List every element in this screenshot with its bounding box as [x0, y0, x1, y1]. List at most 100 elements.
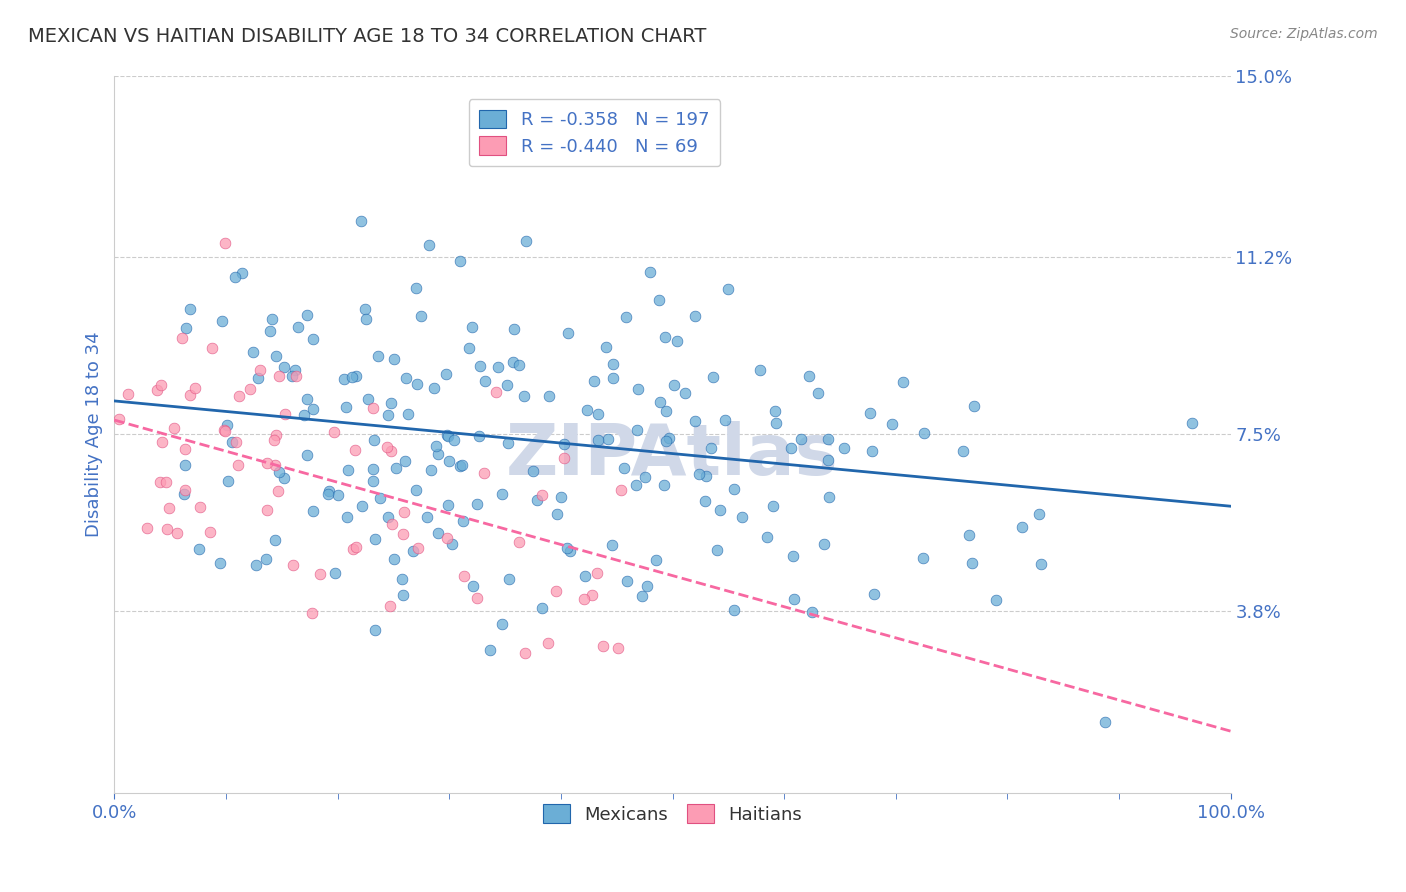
Point	[546, 507, 568, 521]
Point	[395, 371, 418, 385]
Point	[723, 483, 745, 497]
Point	[586, 433, 609, 447]
Point	[436, 429, 458, 443]
Point	[173, 483, 195, 498]
Point	[361, 475, 384, 489]
Text: Source: ZipAtlas.com: Source: ZipAtlas.com	[1230, 27, 1378, 41]
Point	[249, 363, 271, 377]
Point	[434, 368, 457, 382]
Point	[377, 509, 399, 524]
Point	[375, 440, 398, 454]
Point	[380, 444, 402, 458]
Point	[522, 464, 544, 478]
Point	[595, 340, 617, 354]
Point	[537, 389, 560, 403]
Point	[640, 265, 662, 279]
Point	[626, 423, 648, 437]
Point	[344, 540, 367, 554]
Point	[717, 282, 740, 296]
Point	[367, 349, 389, 363]
Point	[491, 617, 513, 632]
Point	[714, 413, 737, 427]
Point	[420, 463, 443, 477]
Point	[425, 439, 447, 453]
Point	[354, 312, 377, 326]
Point	[173, 442, 195, 456]
Point	[654, 434, 676, 449]
Point	[859, 406, 882, 420]
Point	[666, 334, 689, 348]
Point	[322, 425, 344, 440]
Point	[508, 358, 530, 372]
Point	[225, 435, 247, 450]
Point	[211, 314, 233, 328]
Point	[273, 360, 295, 375]
Point	[474, 375, 496, 389]
Point	[269, 466, 291, 480]
Point	[325, 566, 347, 580]
Point	[465, 497, 488, 511]
Point	[748, 363, 770, 377]
Point	[336, 509, 359, 524]
Point	[297, 308, 319, 322]
Point	[582, 374, 605, 388]
Point	[817, 432, 839, 446]
Point	[231, 266, 253, 280]
Point	[731, 509, 754, 524]
Point	[613, 461, 636, 475]
Point	[880, 417, 903, 431]
Point	[350, 499, 373, 513]
Point	[624, 477, 647, 491]
Point	[309, 567, 332, 582]
Point	[263, 433, 285, 447]
Point	[302, 332, 325, 346]
Point	[264, 349, 287, 363]
Point	[418, 238, 440, 252]
Point	[301, 607, 323, 621]
Point	[267, 368, 290, 383]
Point	[221, 435, 243, 450]
Point	[416, 509, 439, 524]
Point	[292, 408, 315, 422]
Point	[574, 569, 596, 583]
Point	[586, 566, 609, 580]
Point	[368, 491, 391, 505]
Point	[436, 531, 458, 545]
Point	[146, 383, 169, 397]
Point	[354, 301, 377, 316]
Point	[224, 270, 246, 285]
Point	[363, 433, 385, 447]
Point	[174, 321, 197, 335]
Point	[264, 458, 287, 473]
Y-axis label: Disability Age 18 to 34: Disability Age 18 to 34	[86, 332, 103, 537]
Point	[173, 487, 195, 501]
Point	[458, 341, 481, 355]
Point	[683, 309, 706, 323]
Point	[709, 502, 731, 516]
Point	[136, 521, 159, 535]
Point	[702, 369, 724, 384]
Point	[247, 371, 270, 385]
Point	[468, 359, 491, 373]
Point	[891, 375, 914, 389]
Point	[468, 429, 491, 443]
Point	[382, 351, 405, 366]
Point	[427, 447, 450, 461]
Point	[602, 357, 624, 371]
Point	[441, 537, 464, 551]
Point	[790, 432, 813, 446]
Point	[344, 368, 367, 383]
Point	[723, 603, 745, 617]
Point	[572, 592, 595, 607]
Point	[326, 488, 349, 502]
Point	[515, 234, 537, 248]
Point	[297, 392, 319, 406]
Point	[695, 469, 717, 483]
Point	[342, 541, 364, 556]
Point	[226, 458, 249, 472]
Point	[797, 369, 820, 384]
Point	[502, 321, 524, 335]
Point	[1031, 557, 1053, 571]
Point	[531, 600, 554, 615]
Point	[807, 385, 830, 400]
